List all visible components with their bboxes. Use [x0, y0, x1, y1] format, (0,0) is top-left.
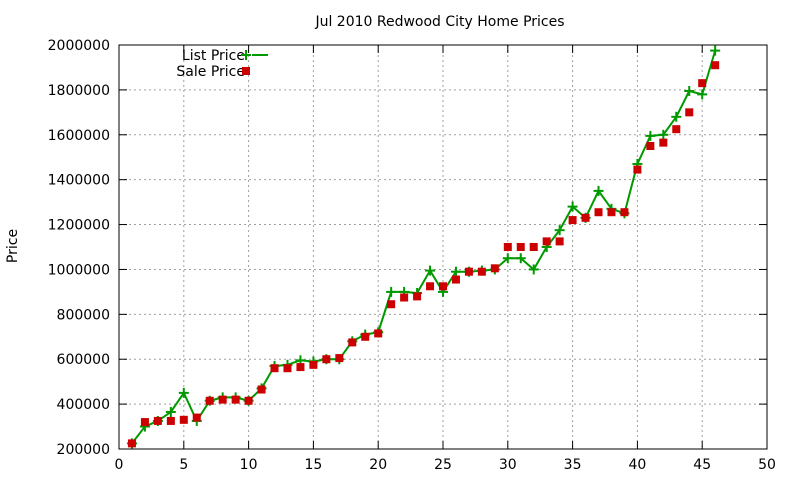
- sale-price-point: [348, 338, 357, 347]
- sale-price-point: [529, 243, 538, 251]
- x-tick-label: 30: [499, 457, 517, 473]
- list-price-line: [131, 50, 717, 444]
- list-price-point: [165, 406, 176, 417]
- sale-price-point: [153, 416, 162, 425]
- sale-price-point: [568, 216, 577, 225]
- legend-square-swatch: [242, 67, 250, 75]
- y-tick-label: 1400000: [48, 173, 110, 189]
- y-tick-label: 200000: [57, 442, 110, 458]
- sale-price-point: [464, 267, 473, 276]
- sale-price-point: [672, 125, 681, 134]
- x-tick-label: 25: [434, 457, 452, 473]
- sale-price-point: [270, 364, 279, 373]
- series-list-price: [126, 45, 721, 449]
- x-tick-label: 50: [758, 457, 776, 473]
- x-tick-label: 40: [628, 457, 646, 473]
- sale-price-point: [296, 363, 305, 372]
- y-tick-label: 600000: [57, 352, 110, 368]
- y-tick-label: 1600000: [48, 128, 110, 144]
- sale-price-point: [685, 108, 694, 117]
- sale-price-point: [581, 213, 590, 222]
- sale-price-point: [646, 142, 655, 150]
- sale-price-point: [257, 385, 266, 394]
- x-tick-label: 20: [369, 457, 387, 473]
- sale-price-point: [166, 416, 175, 425]
- legend-label: List Price: [182, 48, 245, 64]
- list-price-point: [671, 111, 682, 122]
- sale-price-point: [192, 413, 201, 422]
- sale-price-point: [218, 395, 227, 404]
- series-layer: [126, 45, 721, 449]
- y-tick-label: 800000: [57, 307, 110, 323]
- legend-label: Sale Price: [176, 64, 245, 80]
- x-tick-label: 10: [240, 457, 258, 473]
- list-price-point: [684, 86, 695, 97]
- sale-price-point: [698, 79, 707, 88]
- x-tick-label: 35: [564, 457, 582, 473]
- sale-price-point: [231, 395, 240, 404]
- list-price-point: [593, 185, 604, 196]
- sale-price-point: [413, 292, 422, 301]
- grid-lines: [119, 45, 767, 449]
- list-price-point: [528, 264, 539, 275]
- y-tick-label: 2000000: [48, 38, 110, 54]
- sale-price-point: [400, 293, 409, 302]
- y-tick-label: 1000000: [48, 262, 110, 278]
- list-price-point: [554, 225, 565, 236]
- list-price-point: [386, 286, 397, 297]
- sale-price-point: [711, 61, 720, 70]
- sale-price-point: [620, 208, 629, 217]
- sale-price-point: [477, 267, 486, 276]
- sale-price-point: [335, 354, 344, 363]
- sale-price-point: [555, 237, 564, 246]
- sale-price-point: [374, 329, 383, 338]
- list-price-point: [450, 266, 461, 277]
- sale-price-point: [633, 165, 642, 174]
- legend-plus-swatch: [241, 50, 251, 60]
- sale-price-point: [179, 415, 188, 424]
- series-sale-price: [127, 61, 720, 448]
- sale-price-point: [387, 300, 396, 309]
- sale-price-point: [439, 282, 447, 291]
- list-price-point: [658, 129, 669, 140]
- list-price-point: [425, 265, 436, 276]
- x-tick-label: 45: [693, 457, 711, 473]
- sale-price-point: [322, 355, 331, 364]
- sale-price-point: [490, 264, 499, 273]
- y-tick-label: 1200000: [48, 218, 110, 234]
- sale-price-point: [659, 138, 668, 147]
- sale-price-point: [205, 396, 214, 405]
- sale-price-point: [426, 282, 435, 291]
- x-tick-label: 0: [115, 457, 124, 473]
- sale-price-point: [309, 360, 318, 369]
- sale-price-point: [244, 396, 253, 405]
- sale-price-point: [607, 208, 616, 217]
- list-price-point: [178, 387, 189, 398]
- axis-ticks: 0 5 10 15 20 25 30 35 40 45 50 200000 400000 600000 80…: [48, 38, 776, 473]
- list-price-point: [567, 201, 578, 212]
- sale-price-point: [140, 418, 149, 427]
- sale-price-point: [516, 243, 525, 251]
- sale-price-point: [127, 439, 136, 448]
- chart-title: Jul 2010 Redwood City Home Prices: [314, 14, 564, 30]
- sale-price-point: [503, 243, 512, 251]
- sale-price-point: [283, 364, 292, 373]
- list-price-point: [710, 45, 721, 56]
- x-tick-label: 15: [304, 457, 322, 473]
- sale-price-point: [542, 237, 551, 246]
- list-price-point: [645, 130, 656, 141]
- list-price-point: [515, 253, 526, 264]
- y-tick-label: 1800000: [48, 83, 110, 99]
- sale-price-point: [361, 332, 370, 341]
- sale-price-point: [451, 275, 460, 284]
- y-tick-label: 400000: [57, 397, 110, 413]
- list-price-point: [502, 253, 513, 264]
- y-axis-label: Price: [5, 229, 21, 263]
- sale-price-point: [594, 208, 603, 217]
- list-price-point: [697, 89, 708, 100]
- x-tick-label: 5: [179, 457, 188, 473]
